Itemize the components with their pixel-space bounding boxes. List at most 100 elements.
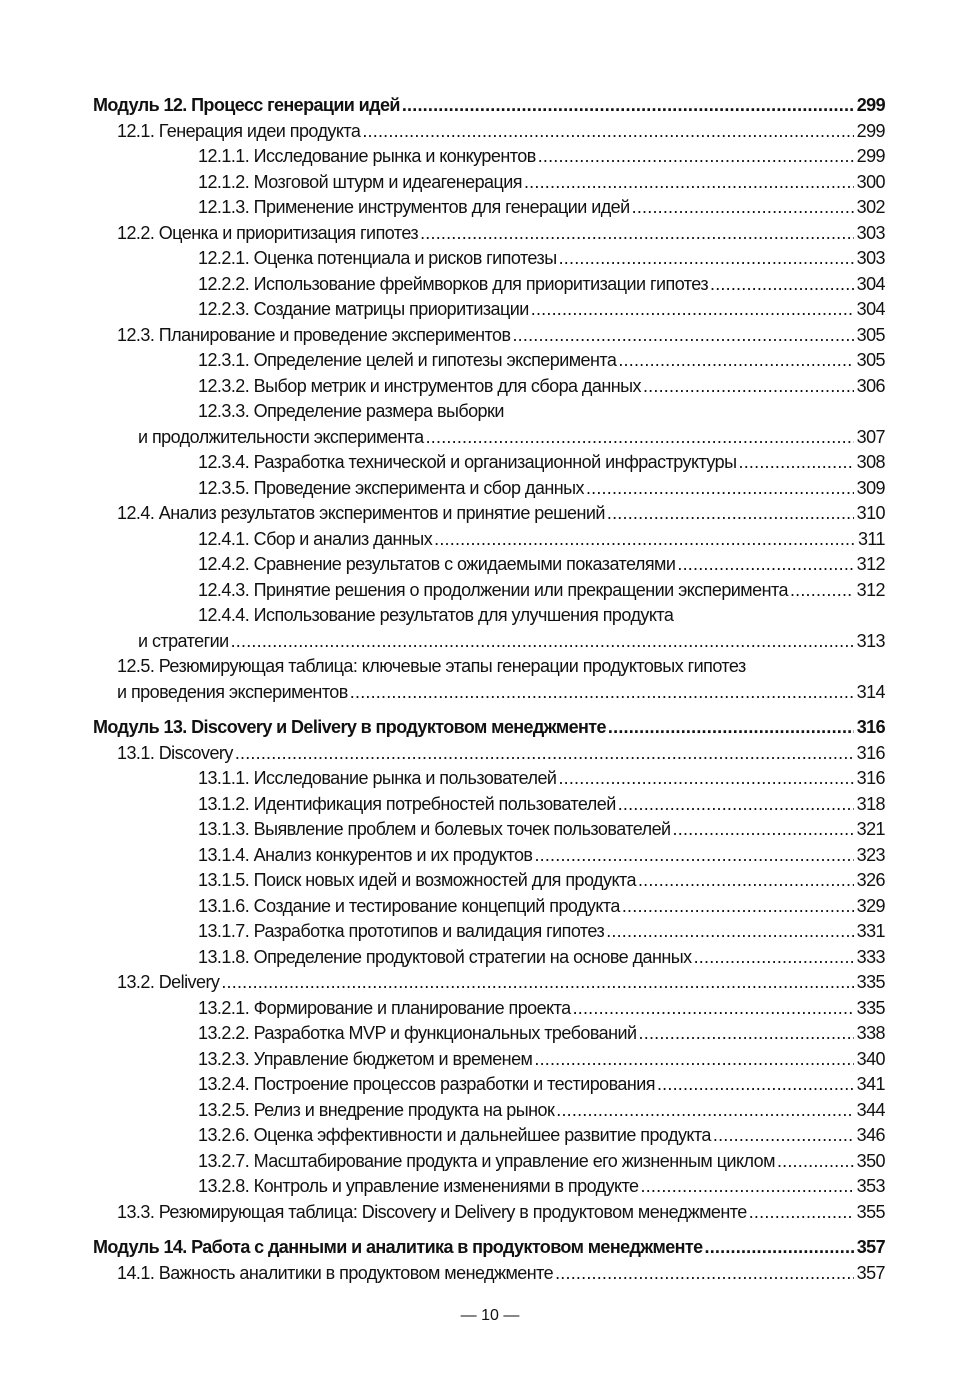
toc-subsection-entry: 12.3.4. Разработка технической и организ…: [93, 450, 886, 476]
entry-title: 12.3. Планирование и проведение эксперим…: [117, 324, 511, 345]
dot-leader: [556, 1098, 853, 1124]
entry-page-number: 310: [856, 503, 886, 523]
entry-title: 12.4.4. Использование результатов для ул…: [198, 605, 674, 625]
entry-page-number: 326: [856, 870, 886, 890]
entry-title: 13.1.3. Выявление проблем и болевых точе…: [198, 819, 671, 839]
entry-title: Модуль 12. Процесс генерации идей: [93, 95, 400, 115]
dot-leader: [221, 970, 853, 996]
entry-title-continuation: и стратегии: [138, 630, 229, 651]
toc-section-entry: 12.5. Резюмирующая таблица: ключевые эта…: [93, 654, 885, 680]
toc-subsection-entry: 12.4.1. Сбор и анализ данных 311: [93, 527, 886, 553]
dot-leader: [618, 792, 854, 818]
entry-title: 12.3.1. Определение целей и гипотезы экс…: [198, 350, 617, 370]
entry-page-number: 305: [856, 324, 886, 345]
entry-page-number: 316: [856, 717, 886, 737]
entry-title: 12.4.3. Принятие решения о продолжении и…: [198, 579, 788, 600]
entry-page-number: 304: [856, 299, 886, 319]
entry-page-number: 357: [856, 1262, 886, 1283]
toc-subsection-entry: 12.3.5. Проведение эксперимента и сбор д…: [93, 476, 886, 502]
entry-page-number: 323: [856, 844, 886, 865]
entry-title: 12.1.3. Применение инструментов для гене…: [198, 197, 630, 217]
dot-leader: [643, 374, 854, 400]
entry-page-number: 329: [856, 895, 886, 916]
dot-leader: [607, 501, 854, 527]
entry-page-number: 316: [856, 742, 886, 763]
entry-title: 12.4.1. Сбор и анализ данных: [198, 528, 433, 549]
entry-title: 12.1. Генерация идеи продукта: [117, 120, 361, 141]
entry-title: 12.3.2. Выбор метрик и инструментов для …: [198, 375, 642, 396]
dot-leader: [350, 680, 854, 706]
toc-subsection-entry: 12.1.1. Исследование рынка и конкурентов…: [93, 144, 886, 170]
dot-leader: [362, 119, 853, 145]
entry-title: 13.2.4. Построение процессов разработки …: [198, 1074, 656, 1094]
entry-page-number: 313: [856, 630, 886, 651]
entry-title: 12.3.3. Определение размера выборки: [198, 401, 504, 421]
entry-title: 13.1.8. Определение продуктовой стратеги…: [198, 946, 692, 967]
entry-title: 13.1. Discovery: [117, 742, 233, 763]
dot-leader: [622, 894, 854, 920]
dot-leader: [777, 1149, 854, 1175]
toc-section-entry: 12.2. Оценка и приоритизация гипотез 303: [93, 221, 886, 247]
entry-page-number: 299: [856, 95, 886, 115]
entry-title: 13.2. Delivery: [117, 972, 220, 992]
dot-leader: [426, 425, 854, 451]
toc-section-entry: 12.3. Планирование и проведение эксперим…: [93, 323, 886, 349]
entry-page-number: 303: [856, 248, 886, 268]
dot-leader: [434, 527, 855, 553]
dot-leader: [534, 1047, 853, 1073]
dot-leader: [632, 195, 854, 221]
entry-title: 13.2.5. Релиз и внедрение продукта на ры…: [198, 1099, 555, 1120]
entry-title: 12.3.4. Разработка технической и организ…: [198, 452, 737, 472]
toc-module-12: Модуль 12. Процесс генерации идей29912.1…: [93, 93, 886, 706]
dot-leader: [586, 476, 854, 502]
toc-subsection-entry: 12.3.3. Определение размера выборки: [93, 399, 885, 425]
toc-subsection-entry: 12.3.1. Определение целей и гипотезы экс…: [93, 348, 886, 374]
toc-module-entry: Модуль 13. Discovery и Delivery в продук…: [93, 715, 886, 741]
toc-subsection-entry-continuation: и стратегии 313: [93, 629, 886, 655]
entry-page-number: 309: [856, 477, 886, 498]
entry-page-number: 341: [856, 1074, 886, 1094]
dot-leader: [402, 93, 854, 119]
entry-title: 12.3.5. Проведение эксперимента и сбор д…: [198, 477, 584, 498]
toc-subsection-entry: 13.2.3. Управление бюджетом и временем 34…: [93, 1047, 886, 1073]
entry-page-number: 308: [856, 452, 886, 472]
entry-title: 12.4. Анализ результатов экспериментов и…: [117, 503, 605, 523]
toc-subsection-entry: 13.1.5. Поиск новых идей и возможностей …: [93, 868, 886, 894]
toc-section-entry: 12.1. Генерация идеи продукта 299: [93, 119, 886, 145]
toc-subsection-entry: 12.2.2. Использование фреймворков для пр…: [93, 272, 886, 298]
dot-leader: [790, 578, 854, 604]
dot-leader: [694, 945, 854, 971]
entry-page-number: 314: [856, 681, 886, 702]
entry-page-number: 357: [856, 1237, 886, 1257]
toc-subsection-entry: 13.1.4. Анализ конкурентов и их продукто…: [93, 843, 886, 869]
toc-subsection-entry: 12.4.3. Принятие решения о продолжении и…: [93, 578, 886, 604]
dot-leader: [420, 221, 854, 247]
entry-title: 13.2.1. Формирование и планирование прое…: [198, 997, 571, 1018]
entry-page-number: 304: [856, 273, 886, 294]
toc-subsection-entry: 13.2.1. Формирование и планирование прое…: [93, 996, 886, 1022]
entry-title-continuation: и проведения экспериментов: [117, 681, 348, 702]
toc-subsection-entry: 13.1.7. Разработка прототипов и валидаци…: [93, 919, 886, 945]
entry-page-number: 306: [856, 375, 886, 396]
dot-leader: [639, 1021, 854, 1047]
entry-page-number: 318: [856, 793, 886, 814]
entry-page-number: 307: [856, 426, 886, 447]
entry-title: 13.1.4. Анализ конкурентов и их продукто…: [198, 844, 533, 865]
entry-page-number: 321: [856, 819, 886, 839]
dot-leader: [534, 843, 853, 869]
toc-section-entry: 13.2. Delivery 335: [93, 970, 886, 996]
entry-page-number: 353: [856, 1176, 886, 1196]
dot-leader: [749, 1200, 854, 1226]
dot-leader: [673, 817, 854, 843]
dot-leader: [555, 1261, 854, 1287]
toc-module-14: Модуль 14. Работа с данными и аналитика …: [93, 1235, 886, 1287]
dot-leader: [739, 450, 854, 476]
toc-section-entry: 13.1. Discovery 316: [93, 741, 886, 767]
entry-title: 14.1. Важность аналитики в продуктовом м…: [117, 1262, 554, 1283]
toc-section-entry-continuation: и проведения экспериментов 314: [93, 680, 886, 706]
dot-leader: [641, 1174, 854, 1200]
toc-module-entry: Модуль 14. Работа с данными и аналитика …: [93, 1235, 886, 1261]
toc-subsection-entry: 13.1.6. Создание и тестирование концепци…: [93, 894, 886, 920]
entry-title: 12.1.1. Исследование рынка и конкурентов: [198, 146, 536, 166]
entry-page-number: 299: [856, 120, 886, 141]
